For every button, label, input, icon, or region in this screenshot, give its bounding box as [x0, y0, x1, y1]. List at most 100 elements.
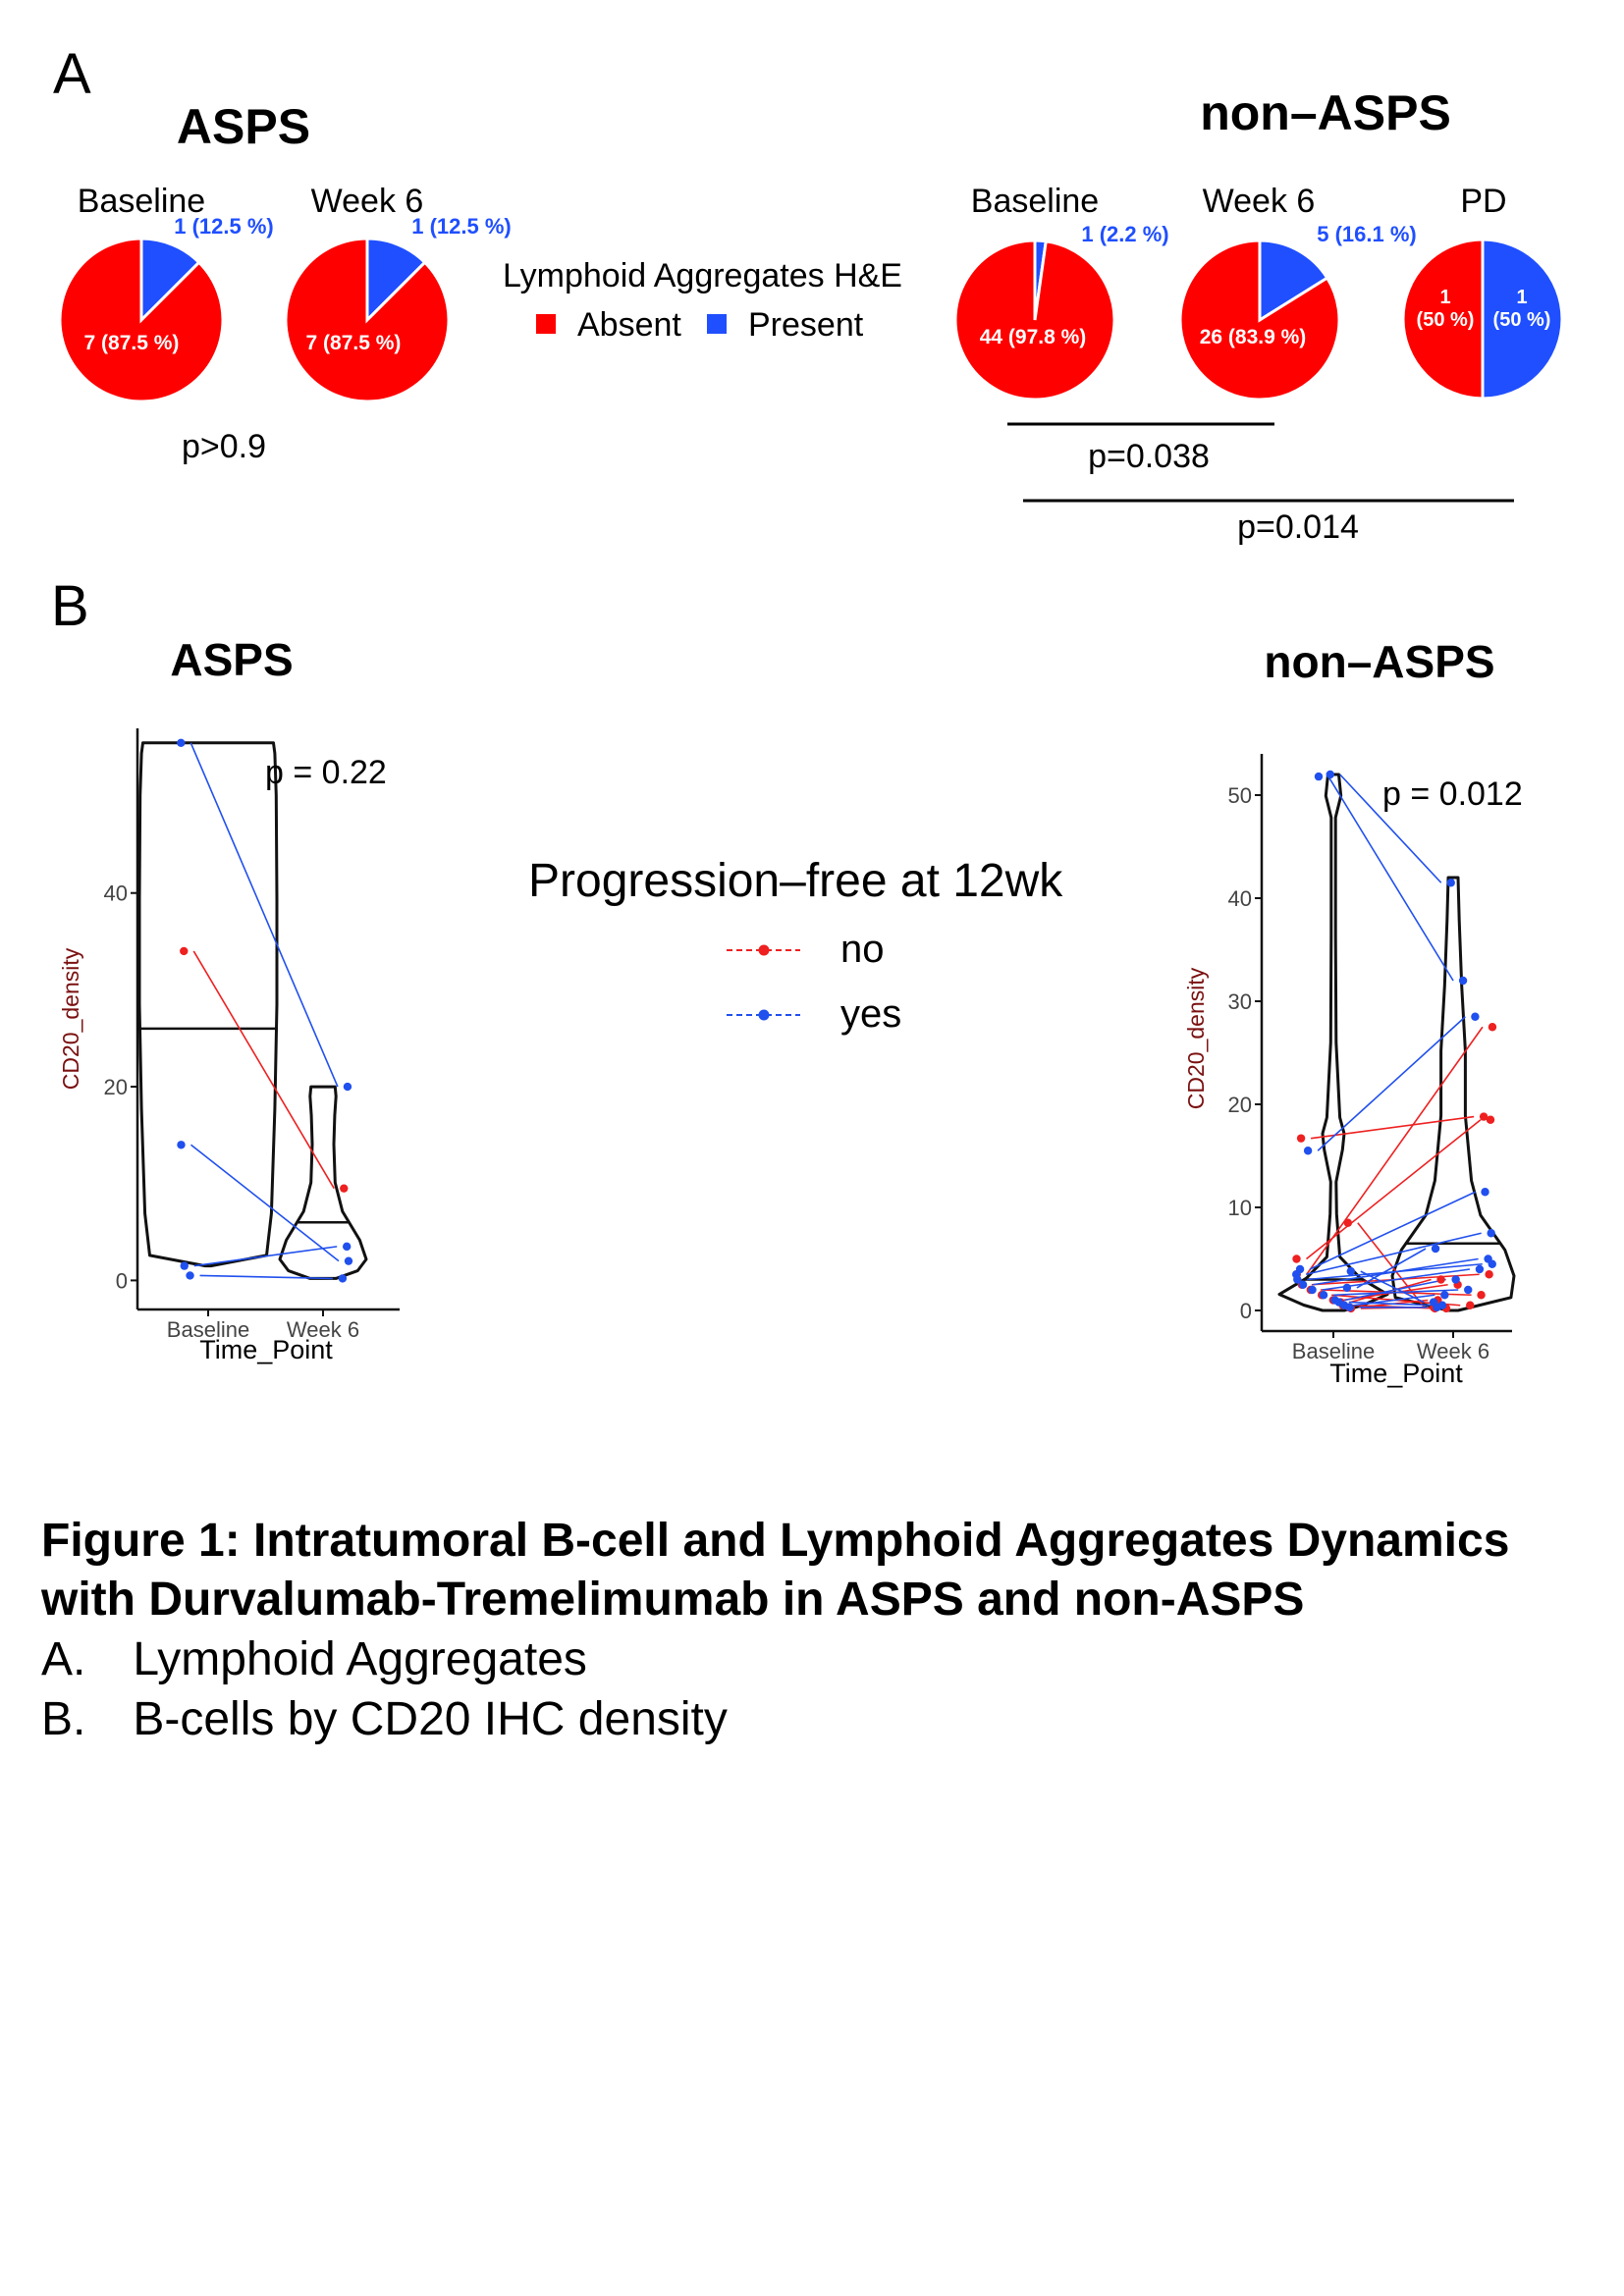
- violin-nonasps-xlabel: Time_Point: [1329, 1359, 1463, 1388]
- caption-item-b: B. B-cells by CD20 IHC density: [41, 1693, 728, 1745]
- pair-line-yes: [1348, 1301, 1434, 1307]
- point-baseline-yes: [1298, 1280, 1308, 1289]
- caption-title-line-1: Figure 1: Intratumoral B-cell and Lympho…: [41, 1515, 1510, 1567]
- pair-line-yes: [1309, 1191, 1476, 1270]
- pair-line-no: [1306, 1026, 1484, 1275]
- point-week6-yes: [1471, 1012, 1480, 1021]
- point-baseline-yes: [177, 1141, 186, 1149]
- pie-label-non-baseline-present: 1 (2.2 %): [1081, 222, 1168, 246]
- point-week6-no: [1466, 1301, 1475, 1309]
- panel-b-letter: B: [51, 574, 89, 638]
- pie-label-non-baseline-absent: 44 (97.8 %): [980, 326, 1087, 348]
- pvalue-baseline-week6: p=0.038: [1088, 438, 1210, 475]
- point-baseline-yes: [1346, 1266, 1355, 1276]
- pair-line-yes: [189, 742, 339, 1088]
- pie-title-non-week6: Week 6: [1203, 183, 1316, 220]
- pie-label-asps-week6-absent: 7 (87.5 %): [306, 332, 402, 354]
- pie-slice-absent: [1178, 239, 1341, 401]
- pie-slice-absent: [953, 239, 1116, 401]
- caption-title-line-2: with Durvalumab-Tremelimumab in ASPS and…: [41, 1574, 1305, 1626]
- pie-title-non-baseline: Baseline: [971, 183, 1099, 220]
- pair-line-yes: [1306, 1232, 1482, 1276]
- x-tick-label: Week 6: [1417, 1339, 1489, 1363]
- point-baseline-yes: [1308, 1285, 1317, 1295]
- panel-a-nonasps-title: non–ASPS: [1200, 85, 1451, 140]
- y-tick-label: 20: [104, 1075, 128, 1099]
- violin-week-6: [278, 1085, 368, 1280]
- pie-slice-absent: [58, 237, 225, 403]
- point-baseline-yes: [1314, 772, 1324, 781]
- pie-nonasps-baseline: [953, 239, 1116, 401]
- point-baseline-yes: [177, 738, 186, 747]
- pie-slice-present: [1258, 239, 1329, 323]
- point-week6-yes: [1431, 1244, 1440, 1254]
- point-week6-yes: [1481, 1188, 1489, 1197]
- point-baseline-yes: [1342, 1283, 1352, 1293]
- point-week6-no: [1479, 1112, 1489, 1121]
- figure-canvas: A ASPS non–ASPS Baseline Week 6 Baseline…: [51, 42, 1564, 1388]
- pie-asps-baseline: [58, 237, 225, 403]
- pair-line-yes: [1333, 1289, 1459, 1297]
- x-tick-label: Baseline: [167, 1317, 249, 1342]
- violin-asps-pvalue: p = 0.22: [265, 754, 387, 791]
- pair-line-yes: [1317, 1016, 1466, 1151]
- violin-nonasps-pvalue: p = 0.012: [1382, 775, 1523, 813]
- point-week6-yes: [1484, 1255, 1492, 1263]
- point-baseline-no: [180, 946, 189, 956]
- pie-label-asps-baseline-present: 1 (12.5 %): [174, 214, 274, 239]
- pair-line-no: [192, 950, 335, 1190]
- pie-slice-absent: [1401, 238, 1485, 400]
- panel-a-asps-pvalue: p>0.9: [182, 428, 266, 465]
- pair-line-no: [1305, 1119, 1482, 1260]
- x-tick-label: Baseline: [1292, 1339, 1375, 1363]
- pie-label-asps-week6-present: 1 (12.5 %): [411, 214, 512, 239]
- point-baseline-yes: [186, 1271, 194, 1280]
- pair-line-yes: [1356, 1248, 1427, 1289]
- pair-line-yes: [1312, 1257, 1479, 1286]
- pair-line-yes: [189, 1144, 340, 1262]
- y-tick-label: 40: [1228, 886, 1252, 911]
- panel-a-letter: A: [53, 42, 91, 106]
- point-week6-yes: [1437, 1301, 1447, 1309]
- point-week6-no: [1436, 1275, 1445, 1284]
- violin-asps-ylabel: CD20_density: [58, 947, 83, 1090]
- violin-nonasps-ylabel: CD20_density: [1183, 967, 1209, 1109]
- pvalue-baseline-pd: p=0.014: [1237, 508, 1359, 546]
- point-baseline-yes: [1326, 770, 1334, 779]
- legend-present-label: Present: [748, 306, 864, 344]
- point-week6-no: [1486, 1115, 1495, 1124]
- legend-absent-swatch: [536, 314, 556, 334]
- y-tick-label: 0: [116, 1268, 128, 1293]
- x-tick-label: Week 6: [287, 1317, 359, 1342]
- y-tick-label: 10: [1228, 1196, 1252, 1220]
- point-week6-no: [1477, 1291, 1486, 1300]
- point-week6-yes: [1429, 1298, 1438, 1307]
- point-week6-yes: [338, 1274, 348, 1283]
- y-tick-label: 30: [1228, 989, 1252, 1014]
- pair-line-no: [1357, 1222, 1426, 1309]
- y-tick-label: 0: [1240, 1299, 1252, 1323]
- point-week6-yes: [1487, 1229, 1495, 1238]
- point-week6-yes: [344, 1256, 353, 1265]
- violin-plot-asps: 0 20 40 Baseline Week 6: [104, 728, 400, 1342]
- legend-pfs-title: Progression–free at 12wk: [528, 855, 1063, 907]
- pair-line-yes: [1344, 1278, 1446, 1302]
- violin-asps-title: ASPS: [170, 634, 293, 685]
- legend-no-point: [758, 944, 770, 956]
- legend-yes-label: yes: [840, 992, 901, 1036]
- violin-week-6: [1390, 876, 1516, 1312]
- point-baseline-no: [1292, 1255, 1301, 1263]
- point-baseline-yes: [1293, 1275, 1302, 1284]
- point-week6-no: [1485, 1270, 1493, 1279]
- pair-line-yes: [199, 1274, 333, 1280]
- pair-line-yes: [1360, 1270, 1425, 1304]
- pair-line-yes: [1327, 775, 1454, 982]
- point-week6-no: [1488, 1023, 1497, 1032]
- point-week6-yes: [343, 1082, 352, 1092]
- legend-absent-label: Absent: [577, 306, 681, 344]
- violin-nonasps-title: non–ASPS: [1264, 636, 1494, 687]
- figure-caption: Figure 1: Intratumoral B-cell and Lympho…: [41, 1512, 1602, 1749]
- pair-line-yes: [193, 1246, 338, 1267]
- pie-nonasps-week6: [1178, 239, 1341, 401]
- pie-title-asps-baseline: Baseline: [78, 183, 205, 220]
